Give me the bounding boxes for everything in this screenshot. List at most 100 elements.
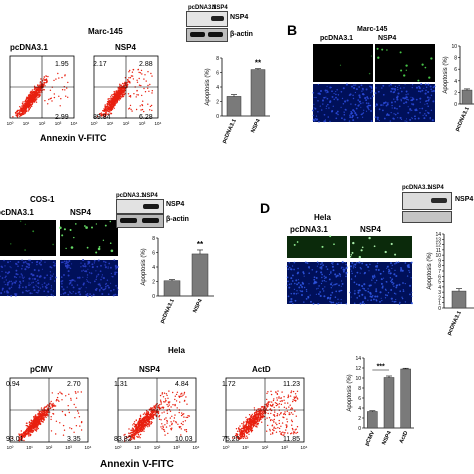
y-tick-label: 4 xyxy=(152,265,155,271)
flow-event-dot xyxy=(123,88,125,91)
cell-dot xyxy=(405,96,408,99)
flow-event-dot xyxy=(165,426,168,428)
cell-dot xyxy=(365,263,368,266)
cell-dot xyxy=(408,284,412,287)
cell-dot xyxy=(411,97,414,99)
flow-event-dot xyxy=(141,421,143,424)
flow-event-dot xyxy=(139,72,142,74)
cell-dot xyxy=(96,275,98,277)
flow-event-dot xyxy=(118,87,121,89)
flow-event-dot xyxy=(290,390,293,392)
cell-dot xyxy=(423,117,426,120)
flow-event-dot xyxy=(163,429,165,431)
flow-event-dot xyxy=(240,437,242,439)
flow-event-dot xyxy=(35,87,37,89)
micrograph-canvas xyxy=(0,259,57,297)
flow-event-dot xyxy=(124,89,126,92)
cell-dot xyxy=(355,88,358,91)
flow-event-dot xyxy=(37,418,39,420)
flow-event-dot xyxy=(252,420,255,422)
cell-dot xyxy=(427,105,429,108)
flow-event-dot xyxy=(151,407,153,409)
flow-event-dot xyxy=(129,439,131,441)
cell-dot xyxy=(43,276,46,279)
flow-event-dot xyxy=(113,90,115,93)
cell-dot xyxy=(380,282,383,285)
flow-event-dot xyxy=(19,111,21,113)
cell-dot xyxy=(360,113,363,116)
cell-dot xyxy=(335,96,337,99)
flow-event-dot xyxy=(276,393,279,395)
flow-event-dot xyxy=(21,102,24,104)
cell-dot xyxy=(395,286,398,289)
blot-d-lane-1: pcDNA3.1 xyxy=(402,185,431,191)
cell-dot xyxy=(383,117,386,120)
flow-event-dot xyxy=(134,434,136,436)
flow-event-dot xyxy=(150,413,153,416)
significance-marker: ** xyxy=(255,59,262,68)
cell-dot xyxy=(354,263,357,266)
cell-dot xyxy=(329,272,332,274)
cell-dot xyxy=(419,111,421,114)
cell-dot xyxy=(387,272,390,274)
flow-event-dot xyxy=(291,427,294,430)
cell-dot xyxy=(297,279,299,281)
cell-dot xyxy=(345,275,347,278)
cell-dot xyxy=(50,288,52,291)
cell-dot xyxy=(3,259,5,262)
cell-dot xyxy=(387,292,390,294)
cell-dot xyxy=(331,285,333,287)
flow-event-dot xyxy=(23,439,25,442)
flow-event-dot xyxy=(271,432,274,434)
cell-dot xyxy=(62,261,64,264)
cell-dot xyxy=(303,275,305,277)
cell-dot xyxy=(316,288,318,290)
flow-event-dot xyxy=(117,88,119,90)
flow-event-dot xyxy=(21,106,23,108)
category-label: pcDNA3.1 xyxy=(221,118,237,144)
flow-event-dot xyxy=(128,108,130,110)
cell-dot xyxy=(60,293,62,296)
cell-dot xyxy=(321,99,325,102)
cell-dot xyxy=(325,266,328,268)
flow-event-dot xyxy=(110,94,113,96)
flow-event-dot xyxy=(110,96,112,98)
flow-event-dot xyxy=(271,401,273,403)
y-tick-label: 6 xyxy=(152,251,155,257)
flow-event-dot xyxy=(283,413,285,415)
cell-dot xyxy=(376,262,379,264)
flow-event-dot xyxy=(161,412,163,414)
flow-event-dot xyxy=(70,397,72,400)
flow-event-dot xyxy=(131,110,133,112)
cell-dot xyxy=(37,279,39,281)
cell-dot xyxy=(370,87,373,89)
bar xyxy=(367,411,378,429)
flow-event-dot xyxy=(24,105,26,108)
micrograph-c-nsp4-green xyxy=(59,220,118,256)
y-tick-label: 2 xyxy=(358,416,361,422)
cell-dot xyxy=(21,259,23,261)
cell-dot xyxy=(396,86,399,89)
cell-dot xyxy=(375,87,377,89)
cell-dot xyxy=(300,290,302,293)
cell-dot xyxy=(421,63,424,66)
cell-dot xyxy=(391,300,393,302)
cell-dot xyxy=(286,276,289,279)
cell-dot xyxy=(11,284,13,286)
cell-dot xyxy=(116,294,118,296)
cell-dot xyxy=(351,114,354,117)
flow-event-dot xyxy=(132,68,134,71)
cell-dot xyxy=(101,274,104,276)
flow-event-dot xyxy=(138,77,140,80)
flow-event-dot xyxy=(42,421,44,423)
cell-dot xyxy=(107,266,109,268)
flow-event-dot xyxy=(150,72,152,75)
flow-event-dot xyxy=(38,96,40,98)
cell-dot xyxy=(24,249,26,251)
cell-dot xyxy=(67,261,70,264)
flow-event-dot xyxy=(128,81,130,83)
cell-dot xyxy=(28,266,30,268)
cell-dot xyxy=(95,278,97,281)
cell-dot xyxy=(106,279,109,281)
cell-dot xyxy=(353,265,355,268)
